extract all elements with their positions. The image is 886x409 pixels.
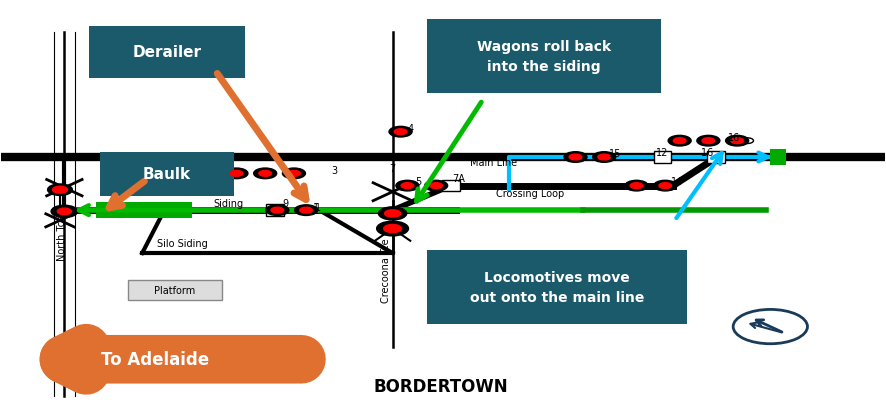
Text: 16: 16 bbox=[701, 147, 717, 157]
Circle shape bbox=[253, 169, 276, 179]
Circle shape bbox=[283, 169, 306, 179]
Circle shape bbox=[385, 210, 400, 218]
Circle shape bbox=[377, 222, 408, 236]
Circle shape bbox=[299, 208, 313, 213]
FancyBboxPatch shape bbox=[89, 27, 245, 79]
Text: 14: 14 bbox=[672, 176, 683, 186]
Bar bbox=[770, 149, 786, 166]
Circle shape bbox=[654, 181, 677, 191]
Circle shape bbox=[733, 310, 807, 344]
Circle shape bbox=[726, 136, 749, 146]
Text: 15: 15 bbox=[610, 148, 622, 159]
Text: Main Line: Main Line bbox=[470, 158, 517, 168]
Text: 7: 7 bbox=[390, 164, 396, 174]
FancyBboxPatch shape bbox=[266, 205, 284, 216]
FancyBboxPatch shape bbox=[654, 152, 672, 163]
Circle shape bbox=[401, 183, 414, 189]
Circle shape bbox=[384, 225, 401, 233]
Circle shape bbox=[295, 205, 317, 216]
Circle shape bbox=[378, 207, 407, 220]
FancyBboxPatch shape bbox=[100, 152, 234, 196]
Circle shape bbox=[564, 152, 587, 163]
Circle shape bbox=[48, 184, 73, 196]
Circle shape bbox=[697, 136, 720, 146]
Circle shape bbox=[259, 171, 271, 177]
Circle shape bbox=[396, 181, 419, 191]
Circle shape bbox=[225, 169, 248, 179]
Circle shape bbox=[389, 127, 412, 138]
Text: 1: 1 bbox=[315, 202, 321, 212]
Circle shape bbox=[230, 171, 243, 177]
FancyBboxPatch shape bbox=[708, 152, 725, 163]
Text: 5: 5 bbox=[415, 176, 421, 186]
Text: Crossing Loop: Crossing Loop bbox=[496, 189, 564, 198]
Text: Locomotives move
out onto the main line: Locomotives move out onto the main line bbox=[470, 270, 644, 304]
Bar bbox=[97, 202, 191, 219]
Text: Siding: Siding bbox=[213, 198, 243, 208]
Circle shape bbox=[288, 171, 300, 177]
Circle shape bbox=[430, 183, 442, 189]
Circle shape bbox=[659, 183, 672, 189]
Text: BORDERTOWN: BORDERTOWN bbox=[373, 377, 508, 395]
Circle shape bbox=[266, 205, 289, 216]
Text: To Adelaide: To Adelaide bbox=[101, 351, 210, 369]
Text: Platform: Platform bbox=[154, 285, 196, 295]
Text: Silo Siding: Silo Siding bbox=[157, 238, 207, 249]
Circle shape bbox=[394, 129, 407, 135]
Circle shape bbox=[271, 208, 284, 213]
Text: Wagons roll back
into the siding: Wagons roll back into the siding bbox=[477, 40, 611, 74]
Text: North Tce: North Tce bbox=[57, 214, 66, 260]
FancyBboxPatch shape bbox=[442, 180, 460, 192]
Circle shape bbox=[52, 187, 67, 193]
Circle shape bbox=[731, 138, 743, 144]
Circle shape bbox=[598, 155, 610, 161]
Circle shape bbox=[593, 152, 616, 163]
Text: 9: 9 bbox=[283, 198, 289, 208]
Text: 16: 16 bbox=[727, 132, 740, 142]
Circle shape bbox=[673, 138, 686, 144]
Circle shape bbox=[58, 209, 72, 215]
FancyBboxPatch shape bbox=[427, 250, 688, 324]
Text: 1: 1 bbox=[313, 202, 319, 212]
Circle shape bbox=[424, 181, 447, 191]
Text: Derailer: Derailer bbox=[133, 45, 201, 61]
Circle shape bbox=[51, 206, 78, 218]
Text: 12: 12 bbox=[657, 147, 669, 157]
Text: 7A: 7A bbox=[452, 174, 465, 184]
Circle shape bbox=[630, 183, 643, 189]
FancyBboxPatch shape bbox=[128, 280, 222, 301]
Text: 4: 4 bbox=[408, 123, 414, 133]
Text: Crecoona Tce: Crecoona Tce bbox=[380, 238, 391, 302]
Circle shape bbox=[668, 136, 691, 146]
Text: Baulk: Baulk bbox=[143, 167, 191, 182]
Circle shape bbox=[702, 138, 715, 144]
FancyBboxPatch shape bbox=[427, 20, 661, 94]
Circle shape bbox=[625, 181, 648, 191]
Text: 3: 3 bbox=[331, 166, 338, 176]
Circle shape bbox=[569, 155, 582, 161]
